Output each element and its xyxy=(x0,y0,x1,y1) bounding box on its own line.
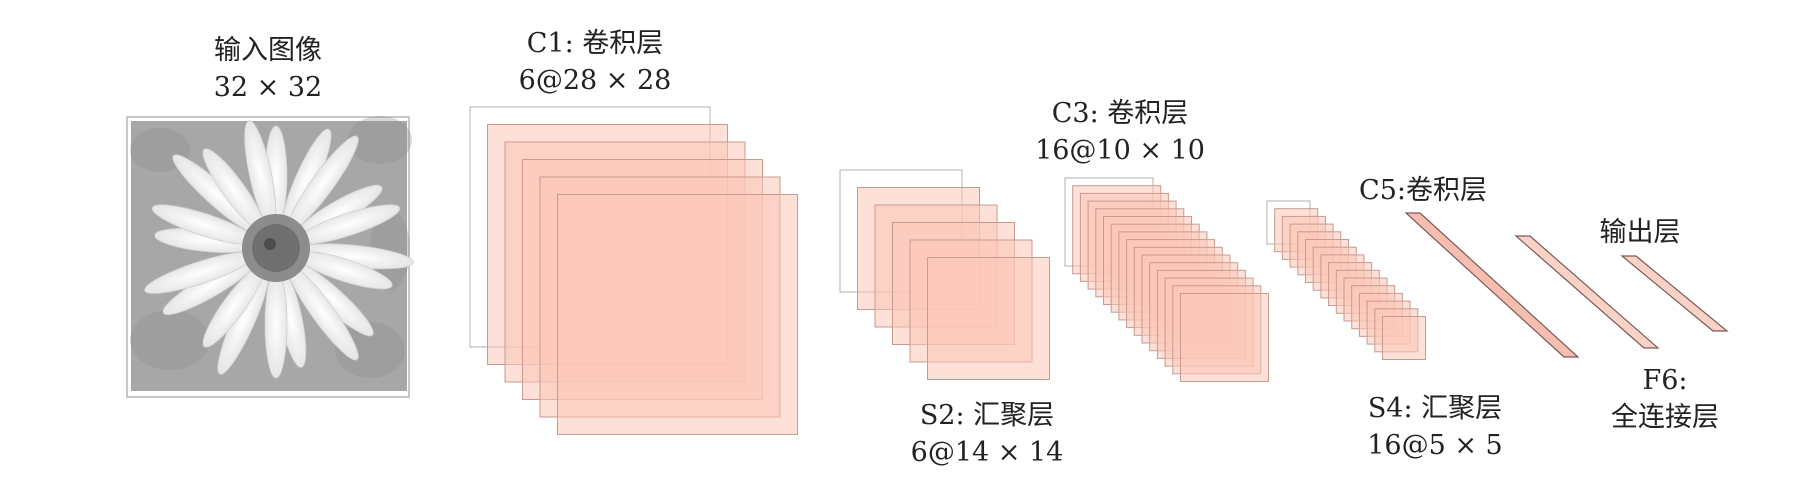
s2-label: S2: 汇聚层 6@14 × 14 xyxy=(882,397,1092,471)
c1-size: 6@28 × 28 xyxy=(518,65,672,96)
f6-title: F6: xyxy=(1642,365,1688,396)
input-label: 输入图像 32 × 32 xyxy=(180,32,356,106)
s2-size: 6@14 × 14 xyxy=(910,437,1064,468)
input-title: 输入图像 xyxy=(214,35,322,66)
flower-insect xyxy=(264,238,276,250)
flower-petals xyxy=(144,120,414,379)
f6-label: F6: 全连接层 xyxy=(1590,362,1740,436)
c3-title: C3: 卷积层 xyxy=(1051,98,1189,129)
c3-size: 16@10 × 10 xyxy=(1035,135,1205,166)
c3-feature-maps xyxy=(1064,177,1269,382)
flower-petal xyxy=(264,269,288,379)
output-title: 输出层 xyxy=(1599,217,1681,248)
c5-layer xyxy=(1404,212,1580,358)
s4-title: S4: 汇聚层 xyxy=(1367,393,1503,424)
s2-title: S2: 汇聚层 xyxy=(919,400,1055,431)
input-image-foliage xyxy=(130,116,412,378)
c5-label: C5:卷积层 xyxy=(1333,172,1513,209)
s4-feature-map xyxy=(1382,316,1426,360)
flower-disc xyxy=(252,224,300,272)
s4-size: 16@5 × 5 xyxy=(1367,430,1503,461)
c1-label: C1: 卷积层 6@28 × 28 xyxy=(490,25,700,99)
f6-layer xyxy=(1514,235,1660,349)
c5-title: C5:卷积层 xyxy=(1359,175,1487,206)
c1-feature-maps xyxy=(469,106,798,435)
f6-subtitle: 全连接层 xyxy=(1611,402,1719,433)
s2-feature-maps xyxy=(839,169,1050,380)
c1-feature-map xyxy=(557,194,798,435)
s2-feature-map xyxy=(927,257,1050,380)
output-label: 输出层 xyxy=(1575,214,1705,251)
s4-label: S4: 汇聚层 16@5 × 5 xyxy=(1335,390,1535,464)
c1-title: C1: 卷积层 xyxy=(526,28,664,59)
s4-feature-maps xyxy=(1266,200,1426,360)
c3-label: C3: 卷积层 16@10 × 10 xyxy=(1020,95,1220,169)
output-layer xyxy=(1620,255,1729,332)
input-size: 32 × 32 xyxy=(213,72,323,103)
input-image xyxy=(126,116,414,398)
c3-feature-map xyxy=(1180,293,1269,382)
